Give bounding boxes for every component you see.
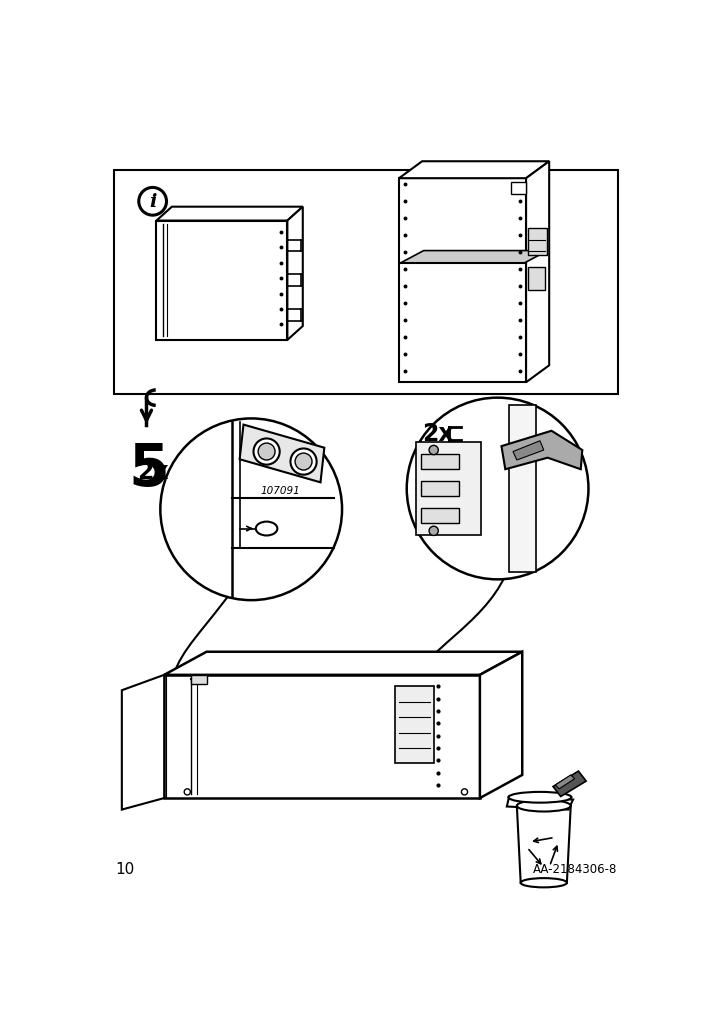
Polygon shape	[287, 207, 303, 341]
Text: i: i	[149, 193, 156, 211]
Polygon shape	[401, 252, 548, 264]
Circle shape	[429, 527, 438, 536]
Ellipse shape	[517, 800, 570, 812]
Bar	[528, 268, 545, 290]
Circle shape	[295, 454, 312, 470]
Polygon shape	[553, 771, 586, 797]
Bar	[421, 481, 459, 496]
Circle shape	[291, 449, 316, 475]
Text: AA-2184306-8: AA-2184306-8	[533, 862, 618, 876]
Bar	[421, 509, 459, 524]
Bar	[528, 229, 547, 256]
Polygon shape	[122, 675, 164, 810]
Polygon shape	[164, 652, 522, 675]
Polygon shape	[507, 797, 573, 810]
Text: 2x: 2x	[422, 422, 454, 445]
Polygon shape	[517, 806, 570, 883]
Circle shape	[184, 789, 191, 796]
Circle shape	[407, 398, 588, 579]
Polygon shape	[399, 162, 549, 179]
Circle shape	[161, 419, 342, 601]
Circle shape	[429, 446, 438, 455]
Polygon shape	[164, 675, 480, 799]
Bar	[191, 675, 206, 684]
Polygon shape	[513, 442, 544, 461]
Circle shape	[253, 439, 280, 465]
Bar	[114, 171, 618, 394]
Bar	[511, 183, 526, 194]
Text: 10: 10	[116, 861, 135, 877]
Polygon shape	[156, 207, 303, 221]
Bar	[395, 686, 433, 763]
Bar	[416, 443, 481, 535]
Text: 107091: 107091	[261, 485, 301, 495]
Polygon shape	[555, 775, 575, 789]
Polygon shape	[526, 162, 549, 383]
Polygon shape	[399, 179, 526, 383]
Ellipse shape	[521, 879, 567, 888]
Circle shape	[461, 789, 468, 796]
Bar	[421, 454, 459, 470]
Circle shape	[258, 444, 275, 461]
Text: 5: 5	[128, 441, 169, 497]
Ellipse shape	[256, 522, 277, 536]
Bar	[509, 406, 536, 572]
Circle shape	[139, 188, 166, 216]
Polygon shape	[156, 221, 287, 341]
Ellipse shape	[508, 792, 571, 803]
Polygon shape	[501, 432, 583, 470]
Text: 2x: 2x	[137, 460, 169, 483]
Polygon shape	[240, 426, 324, 483]
Polygon shape	[480, 652, 522, 799]
